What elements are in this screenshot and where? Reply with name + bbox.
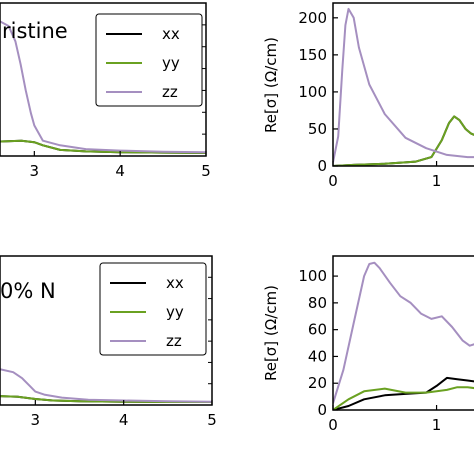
- x-tick-label: 4: [115, 162, 125, 180]
- x-tick-label: 5: [207, 411, 217, 429]
- legend-label-xx: xx: [166, 274, 184, 292]
- plot-frame: [332, 255, 474, 411]
- series-yy-line: [333, 386, 474, 410]
- series-yy-line: [0, 139, 206, 154]
- y-axis-label: Re[σ] (Ω/cm): [262, 285, 280, 381]
- legend-label-zz: zz: [162, 83, 178, 101]
- panel-top-left: 3 4 5 ristine xx yy zz: [0, 2, 211, 180]
- panel-top-right: 0 1 0 50 100 150 200 Re[σ] (Ω/cm): [262, 2, 474, 190]
- y-tick-label: 0: [317, 401, 327, 419]
- x-tick-label: 0: [328, 416, 338, 434]
- series-zz-line: [333, 7, 474, 163]
- x-tick-label: 3: [31, 411, 41, 429]
- y-tick-label: 150: [298, 46, 327, 64]
- y-tick-label: 0: [317, 157, 327, 175]
- y-tick-label: 60: [308, 321, 327, 339]
- plot-frame: [0, 255, 213, 406]
- legend-label-yy: yy: [166, 303, 184, 321]
- y-tick-label: 20: [308, 374, 327, 392]
- x-tick-label: 0: [328, 172, 338, 190]
- y-axis-label: Re[σ] (Ω/cm): [262, 37, 280, 133]
- y-tick-label: 100: [298, 83, 327, 101]
- panel-label: 0% N: [0, 279, 56, 303]
- y-tick-label: 200: [298, 9, 327, 27]
- legend-label-zz: zz: [166, 332, 182, 350]
- series-yy-line: [333, 115, 474, 166]
- legend-label-yy: yy: [162, 54, 180, 72]
- y-tick-label: 100: [298, 267, 327, 285]
- panel-bottom-left: 3 4 5 0% N xx yy zz: [0, 255, 217, 429]
- legend: xx yy zz: [99, 262, 207, 356]
- series-zz-line: [333, 261, 474, 404]
- series-xx-line: [333, 115, 474, 166]
- y-tick-label: 80: [308, 294, 327, 312]
- series-zz-line: [0, 368, 212, 403]
- legend-frame: [95, 13, 203, 107]
- legend-frame: [99, 262, 207, 356]
- series-xx-line: [333, 376, 474, 410]
- legend-label-xx: xx: [162, 25, 180, 43]
- x-tick-label: 5: [201, 162, 211, 180]
- y-tick-label: 40: [308, 347, 327, 365]
- panel-label: ristine: [2, 19, 68, 43]
- x-tick-label: 1: [432, 416, 442, 434]
- x-tick-label: 3: [30, 162, 40, 180]
- plot-frame: [0, 2, 207, 157]
- legend: xx yy zz: [95, 13, 203, 107]
- x-tick-label: 4: [119, 411, 129, 429]
- x-tick-label: 1: [432, 172, 442, 190]
- series-zz-line: [0, 20, 206, 154]
- y-tick-label: 50: [308, 120, 327, 138]
- plot-frame: [332, 2, 474, 167]
